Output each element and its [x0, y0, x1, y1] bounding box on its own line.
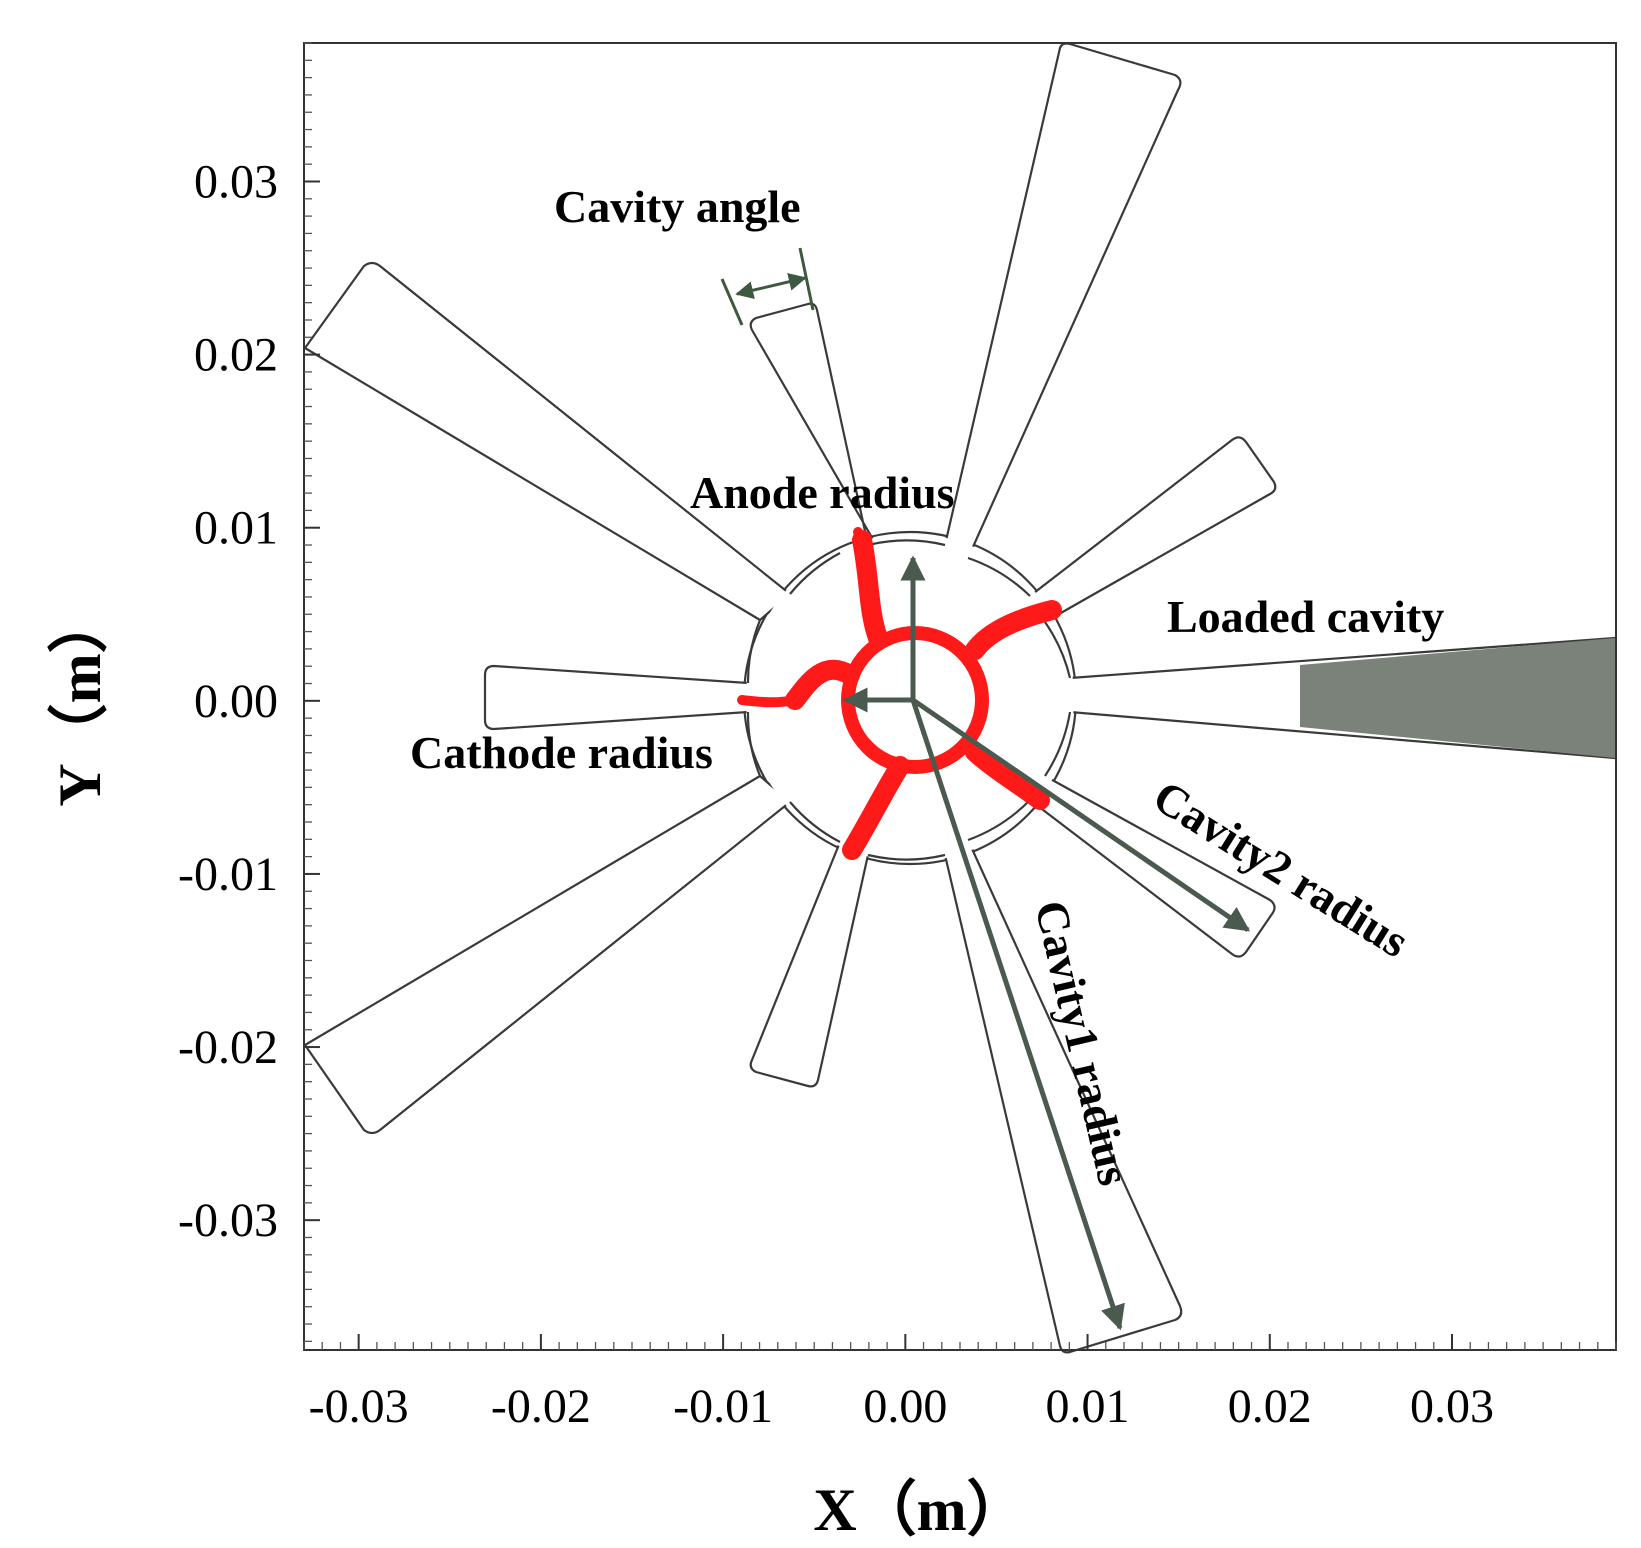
spoke-down [842, 756, 910, 860]
cavity-angle-marker [720, 247, 815, 326]
y-tick-label: 0.03 [194, 155, 278, 208]
cavity-top [749, 302, 880, 550]
x-tick-label: 0.03 [1410, 1380, 1494, 1433]
cavity-top-right-long [943, 42, 1182, 560]
cavity-left-lower-long [303, 774, 792, 1135]
label-loaded-cavity: Loaded cavity [1167, 591, 1444, 642]
cavity-angle-ext-left [720, 278, 744, 326]
x-tick-label: 0.01 [1046, 1380, 1130, 1433]
label-cavity-angle: Cavity angle [554, 181, 801, 232]
loaded-cavity-fill [1300, 638, 1615, 758]
y-tick-label: -0.03 [178, 1194, 278, 1247]
cavity-bottom-left [749, 840, 870, 1088]
y-tick-label: 0.00 [194, 675, 278, 728]
cavity-right-upper [1028, 436, 1277, 624]
y-tick-label: -0.02 [178, 1021, 278, 1074]
spoke-up [852, 530, 888, 648]
cavity1-radius-arrow [910, 699, 1125, 1331]
label-anode-radius: Anode radius [690, 467, 955, 518]
x-tick-label: -0.03 [309, 1380, 409, 1433]
spoke-up-tip [853, 527, 867, 545]
y-tick-label: 0.01 [194, 502, 278, 555]
y-axis-title: Y（m） [46, 593, 113, 806]
axis-ticks [303, 42, 1617, 1350]
label-cathode-radius: Cathode radius [410, 727, 713, 778]
spoke-right-up [965, 600, 1062, 660]
anode-structure [303, 42, 1617, 1354]
x-axis-title: X（m） [813, 1476, 1026, 1543]
x-tick-labels: -0.03 -0.02 -0.01 0.00 0.01 0.02 0.03 [309, 1380, 1494, 1433]
x-tick-label: -0.02 [491, 1380, 591, 1433]
y-tick-label: -0.01 [178, 848, 278, 901]
electron-cloud [737, 527, 1062, 860]
x-tick-label: -0.01 [673, 1380, 773, 1433]
y-tick-labels: 0.03 0.02 0.01 0.00 -0.01 -0.02 -0.03 [178, 155, 278, 1247]
spoke-left [785, 659, 860, 710]
cavity-left [483, 664, 750, 731]
bore-arcs [746, 539, 1072, 861]
cavity-bottom-right-long [943, 838, 1183, 1354]
cavity-angle-arrow [735, 272, 807, 300]
x-tick-label: 0.02 [1228, 1380, 1312, 1433]
cavity2-radius-arrow [911, 697, 1251, 933]
radius-arrows [842, 555, 1251, 1331]
spoke-right-down [965, 742, 1050, 810]
spoke-left-tail [737, 695, 800, 708]
x-tick-label: 0.00 [863, 1380, 947, 1433]
cavity-left-upper-long [303, 261, 792, 622]
y-tick-label: 0.02 [194, 329, 278, 382]
